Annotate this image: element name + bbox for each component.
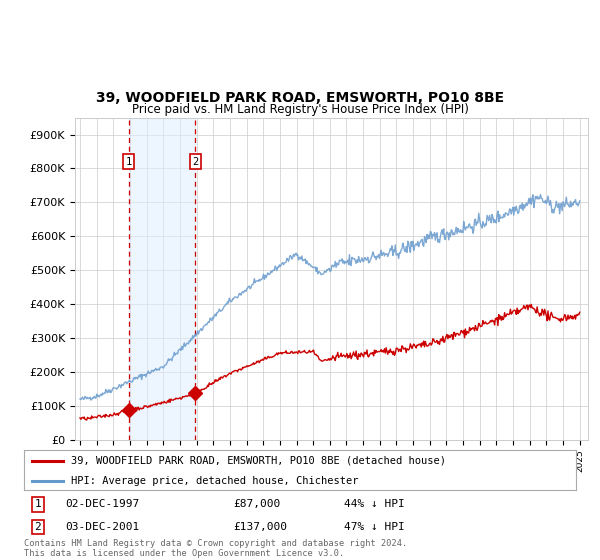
Text: £87,000: £87,000	[234, 499, 281, 509]
Text: HPI: Average price, detached house, Chichester: HPI: Average price, detached house, Chic…	[71, 476, 358, 486]
Text: 2: 2	[192, 157, 199, 167]
Text: 39, WOODFIELD PARK ROAD, EMSWORTH, PO10 8BE: 39, WOODFIELD PARK ROAD, EMSWORTH, PO10 …	[96, 91, 504, 105]
Text: 47% ↓ HPI: 47% ↓ HPI	[344, 522, 405, 532]
Text: 2: 2	[34, 522, 41, 532]
Text: 1: 1	[125, 157, 132, 167]
Text: 02-DEC-1997: 02-DEC-1997	[65, 499, 140, 509]
Bar	[128, 118, 195, 440]
Text: 44% ↓ HPI: 44% ↓ HPI	[344, 499, 405, 509]
Text: Price paid vs. HM Land Registry's House Price Index (HPI): Price paid vs. HM Land Registry's House …	[131, 103, 469, 116]
Text: £137,000: £137,000	[234, 522, 288, 532]
Text: 1: 1	[34, 499, 41, 509]
Text: 03-DEC-2001: 03-DEC-2001	[65, 522, 140, 532]
Text: Contains HM Land Registry data © Crown copyright and database right 2024.
This d: Contains HM Land Registry data © Crown c…	[24, 539, 407, 558]
Text: 39, WOODFIELD PARK ROAD, EMSWORTH, PO10 8BE (detached house): 39, WOODFIELD PARK ROAD, EMSWORTH, PO10 …	[71, 456, 446, 465]
